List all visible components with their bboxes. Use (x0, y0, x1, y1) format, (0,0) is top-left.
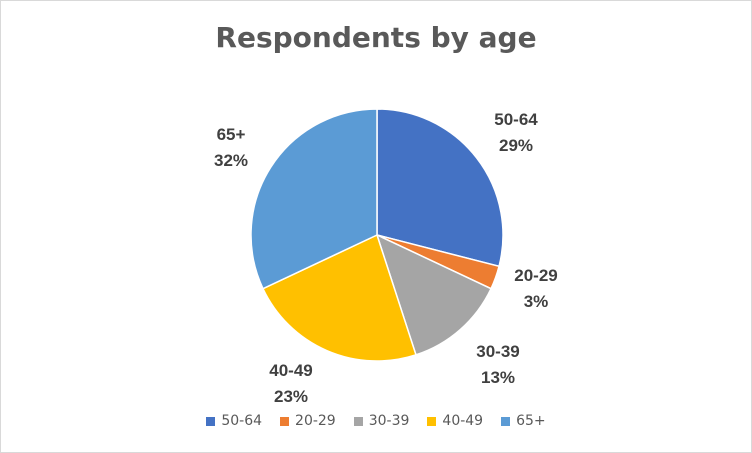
pie-slice-30-39 (375, 233, 493, 356)
legend-item: 65+ (501, 413, 546, 429)
pie-labels: 50-64 29% 20-29 3% 30-39 13% 40-49 23% 65+ 32% (214, 110, 558, 406)
legend: 50-64 20-29 30-39 40-49 65+ (1, 413, 751, 429)
chart-title: Respondents by age (215, 21, 537, 54)
slice-percent-label: 29% (499, 136, 533, 155)
legend-swatch (206, 416, 216, 426)
legend-swatch (427, 416, 437, 426)
pie-slice-50-64 (376, 108, 504, 268)
slice-category-label: 20-29 (514, 266, 557, 285)
legend-label: 30-39 (368, 413, 410, 429)
slice-percent-label: 13% (481, 368, 515, 387)
slice-percent-label: 3% (524, 292, 549, 311)
legend-item: 20-29 (280, 413, 336, 429)
legend-item: 40-49 (427, 413, 483, 429)
legend-label: 50-64 (221, 413, 263, 429)
legend-label: 20-29 (295, 413, 336, 429)
slice-percent-label: 23% (274, 387, 308, 406)
legend-item: 30-39 (353, 413, 410, 429)
legend-swatch (501, 416, 511, 426)
pie-slices (250, 108, 504, 362)
pie-slice-40-49 (261, 233, 417, 362)
slice-category-label: 65+ (217, 125, 246, 144)
legend-label: 65+ (516, 413, 546, 429)
slice-category-label: 50-64 (494, 110, 538, 129)
legend-item: 50-64 (206, 413, 262, 429)
legend-swatch (353, 416, 363, 426)
legend-swatch (280, 416, 290, 426)
pie-slice-65+ (250, 108, 378, 290)
slice-category-label: 40-49 (269, 361, 312, 380)
legend-label: 40-49 (442, 413, 484, 429)
slice-percent-label: 32% (214, 151, 248, 170)
slice-category-label: 30-39 (476, 342, 519, 361)
